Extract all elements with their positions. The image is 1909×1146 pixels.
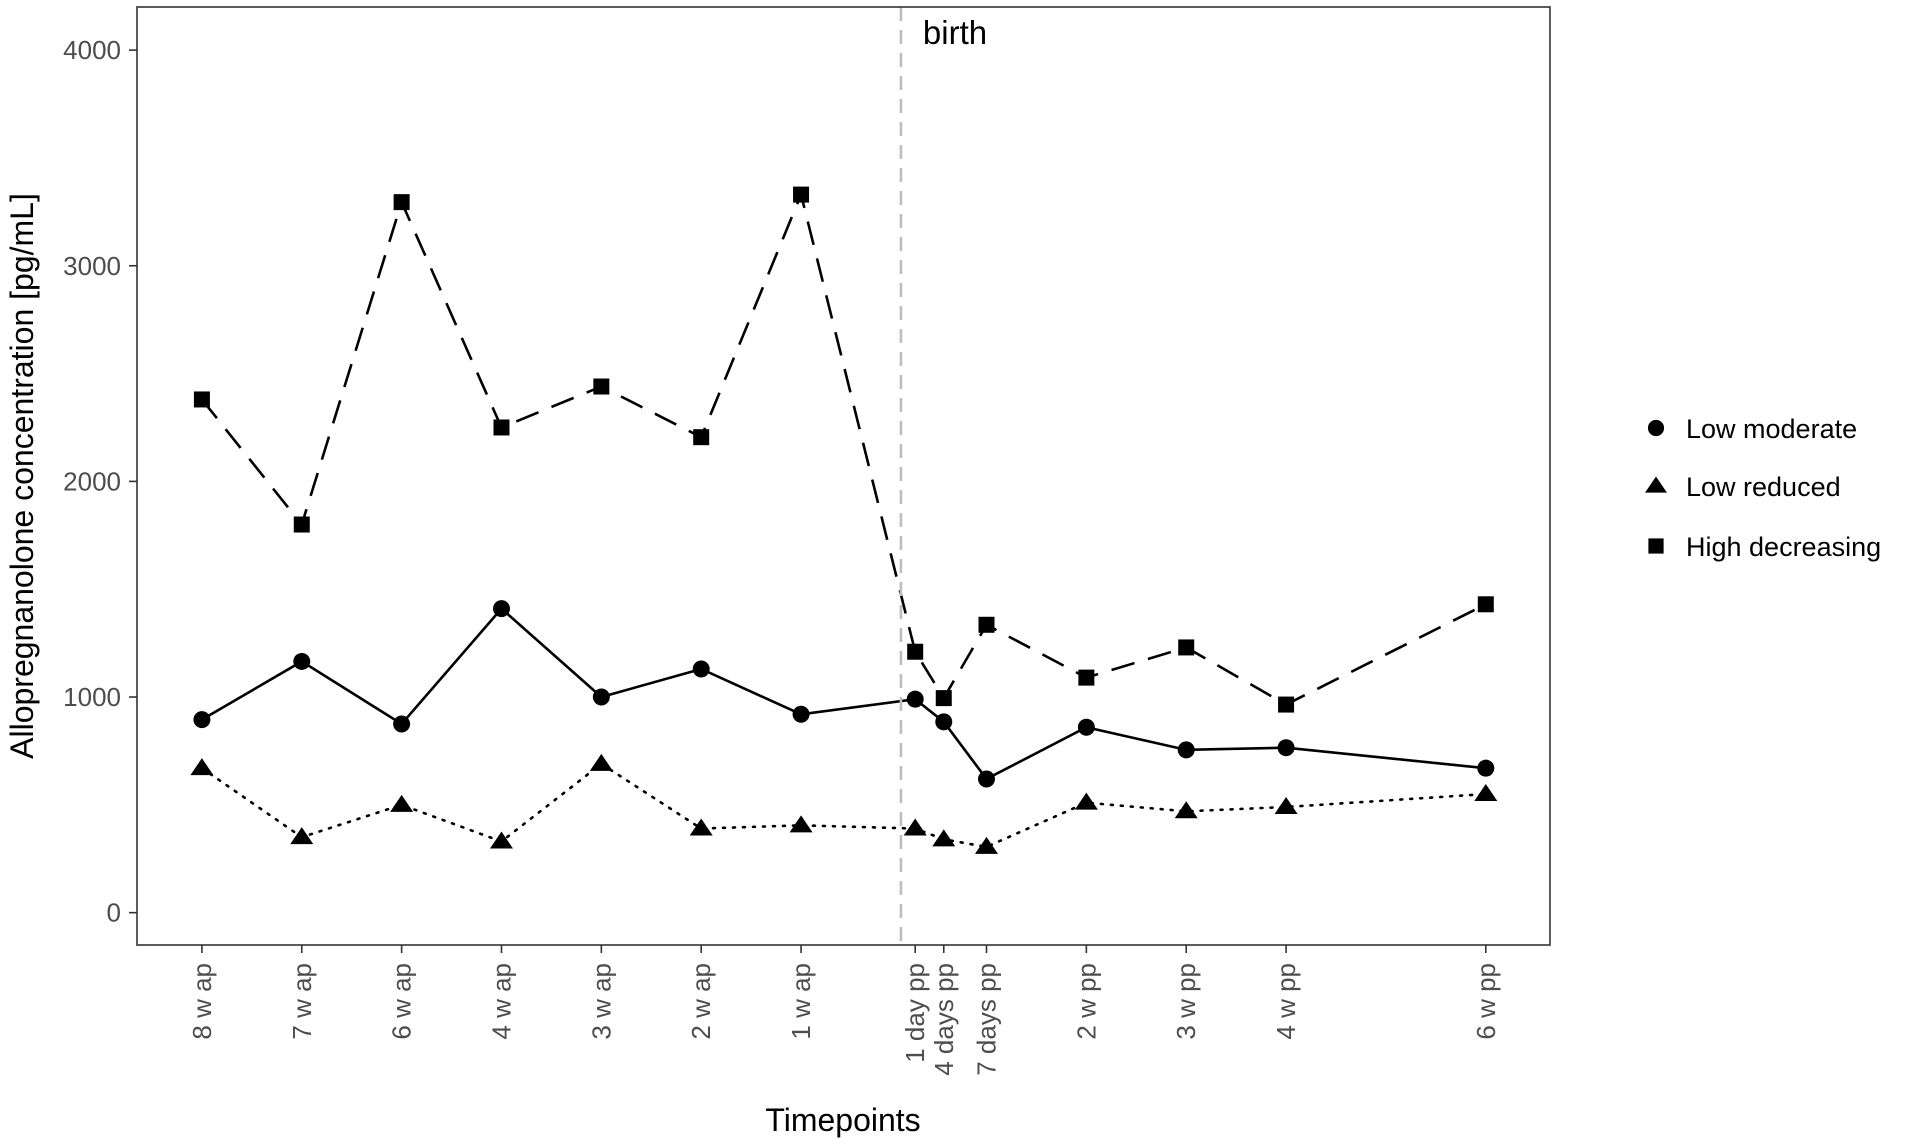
series-line-high-decreasing xyxy=(200,190,1487,707)
y-tick-label: 3000 xyxy=(63,251,121,281)
x-tick-label: 6 w pp xyxy=(1471,963,1501,1040)
data-point-low-reduced xyxy=(789,815,813,833)
legend-key-low-reduced xyxy=(1645,476,1667,493)
data-point-low-reduced xyxy=(489,831,513,849)
x-tick-label: 2 w ap xyxy=(686,963,716,1040)
data-point-low-reduced xyxy=(390,794,414,812)
data-point-high-decreasing xyxy=(907,643,924,660)
data-point-high-decreasing xyxy=(493,419,510,436)
data-point-high-decreasing xyxy=(793,186,810,203)
data-point-high-decreasing xyxy=(1477,596,1494,613)
birth-label: birth xyxy=(923,14,987,51)
data-point-low-moderate xyxy=(692,660,710,678)
legend-key-low-moderate xyxy=(1647,419,1665,437)
series-points xyxy=(190,186,1498,854)
x-axis-title: Timepoints xyxy=(765,1102,920,1138)
y-axis: 0 1000 2000 3000 4000 xyxy=(63,35,137,928)
y-tick-label: 0 xyxy=(107,898,121,928)
x-tick-label: 4 w pp xyxy=(1271,963,1301,1040)
data-point-low-reduced xyxy=(1474,784,1498,802)
y-tick-label: 2000 xyxy=(63,466,121,496)
data-point-low-moderate xyxy=(935,713,953,731)
x-tick-label: 2 w pp xyxy=(1071,963,1101,1040)
legend-label: Low reduced xyxy=(1686,472,1841,502)
data-point-low-moderate xyxy=(1277,739,1295,757)
data-point-high-decreasing xyxy=(693,429,710,446)
series-line-low-reduced xyxy=(200,762,1488,849)
data-point-low-moderate xyxy=(293,652,311,670)
data-point-low-reduced xyxy=(689,818,713,836)
x-axis: 8 w ap 7 w ap 6 w ap 4 w ap 3 w ap 2 w ap 1 w … xyxy=(187,945,1501,1076)
data-point-low-moderate xyxy=(792,705,810,723)
data-point-low-moderate xyxy=(393,715,411,733)
data-point-low-moderate xyxy=(977,770,995,788)
data-point-low-moderate xyxy=(492,600,510,618)
data-point-low-reduced xyxy=(903,818,927,836)
data-point-high-decreasing xyxy=(1078,669,1095,686)
x-tick-label: 8 w ap xyxy=(187,963,217,1040)
series-lines xyxy=(200,190,1488,849)
data-point-high-decreasing xyxy=(293,516,310,533)
data-point-low-moderate xyxy=(1177,741,1195,759)
x-tick-label: 6 w ap xyxy=(387,963,417,1040)
data-point-low-moderate xyxy=(592,688,610,706)
data-point-low-moderate xyxy=(193,711,211,729)
x-tick-label: 7 days pp xyxy=(971,963,1001,1076)
data-point-high-decreasing xyxy=(1278,696,1295,713)
data-point-high-decreasing xyxy=(978,616,995,633)
data-point-low-reduced xyxy=(932,829,956,847)
data-point-low-moderate xyxy=(1077,718,1095,736)
legend-label: High decreasing xyxy=(1686,532,1881,562)
legend: Low moderate Low reduced High decreasing xyxy=(1645,414,1881,562)
series-line-low-moderate xyxy=(201,606,1486,781)
data-point-low-moderate xyxy=(906,690,924,708)
data-point-low-reduced xyxy=(589,753,613,771)
panel-border xyxy=(136,6,1551,946)
legend-key-high-decreasing xyxy=(1648,538,1664,554)
x-tick-label: 3 w pp xyxy=(1171,963,1201,1040)
data-point-high-decreasing xyxy=(393,194,410,211)
data-point-low-reduced xyxy=(190,758,214,776)
data-point-low-reduced xyxy=(1174,801,1198,819)
y-axis-title: Allopregnanolone concentration [pg/mL] xyxy=(4,193,40,759)
data-point-low-reduced xyxy=(290,827,314,845)
data-point-low-moderate xyxy=(1477,759,1495,777)
data-point-high-decreasing xyxy=(593,378,610,395)
x-tick-label: 4 w ap xyxy=(486,963,516,1040)
x-tick-label: 1 day pp xyxy=(900,963,930,1063)
data-point-low-reduced xyxy=(1074,792,1098,810)
data-point-high-decreasing xyxy=(1178,639,1195,656)
legend-label: Low moderate xyxy=(1686,414,1857,444)
y-tick-label: 1000 xyxy=(63,682,121,712)
data-point-low-reduced xyxy=(974,836,998,854)
data-point-low-reduced xyxy=(1274,796,1298,814)
x-tick-label: 4 days pp xyxy=(929,963,959,1076)
y-tick-label: 4000 xyxy=(63,35,121,65)
data-point-high-decreasing xyxy=(193,391,210,408)
data-point-high-decreasing xyxy=(935,690,952,707)
x-tick-label: 3 w ap xyxy=(586,963,616,1040)
x-tick-label: 1 w ap xyxy=(786,963,816,1040)
birth-annotation: birth xyxy=(899,7,987,945)
x-tick-label: 7 w ap xyxy=(287,963,317,1040)
